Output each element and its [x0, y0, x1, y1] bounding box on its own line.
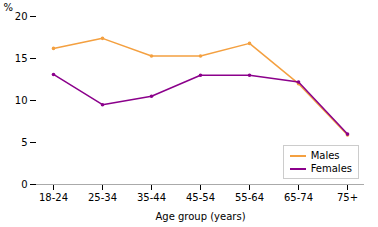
svg-text:0: 0: [21, 179, 27, 190]
svg-text:55-64: 55-64: [235, 192, 264, 203]
svg-text:%: %: [4, 2, 14, 13]
svg-text:Age group (years): Age group (years): [155, 211, 245, 222]
html-text:Males: Males: [310, 150, 340, 161]
svg-text:20: 20: [15, 11, 28, 22]
html-text:Females: Females: [310, 163, 352, 174]
svg-text:10: 10: [15, 95, 28, 106]
svg-text:5: 5: [21, 137, 27, 148]
svg-text:35-44: 35-44: [137, 192, 166, 203]
svg-text:75+: 75+: [337, 192, 358, 203]
svg-text:45-54: 45-54: [186, 192, 215, 203]
svg-text:15: 15: [15, 53, 28, 64]
svg-text:65-74: 65-74: [284, 192, 313, 203]
svg-text:18-24: 18-24: [39, 192, 68, 203]
svg-text:25-34: 25-34: [88, 192, 117, 203]
